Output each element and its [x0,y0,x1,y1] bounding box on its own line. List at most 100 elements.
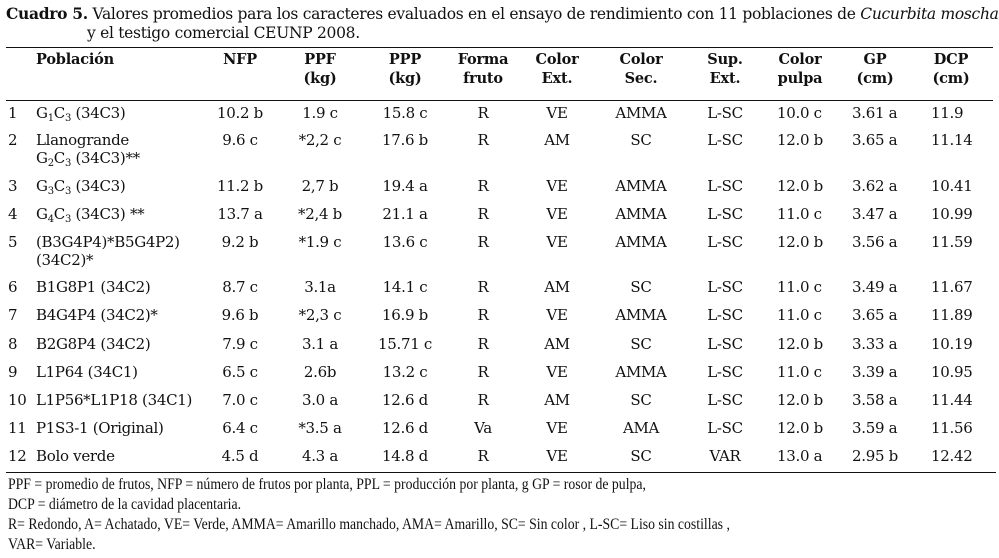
cell-ppf: 2.6b [303,363,337,381]
cell-gp: 3.33 a [852,335,898,353]
cell-sup: L-SC [707,391,743,409]
cell-cext: VE [546,205,568,223]
cell-dcp: 10.41 [931,177,973,195]
name-segment: G [36,104,48,122]
header-line-2: (kg) [388,70,422,87]
name-segment: 3 [64,186,71,197]
cell-dcp: 10.99 [931,205,973,223]
header-line-2: (kg) [303,70,337,87]
population-name-line-2: (34C2)* [36,251,94,269]
header-gp: GP (cm) [856,50,893,88]
caption-text: Valores promedios para los caracteres ev… [92,5,861,23]
name-segment: 1 [47,113,54,124]
cell-forma: R [477,391,489,409]
cell-sup: L-SC [707,177,743,195]
header-line-1: Color [778,51,822,68]
name-segment: (34C3) ** [71,205,145,223]
cell-ppp: 19.4 a [382,177,428,195]
cell-ppp: 17.6 b [382,131,428,149]
caption-species: Cucurbita moschata [860,5,999,23]
cell-forma: R [477,363,489,381]
cell-csec: SC [630,335,652,353]
cell-forma: R [477,306,489,324]
header-ppp: PPP (kg) [388,50,421,88]
cell-nfp: 7.9 c [222,335,258,353]
header-line-2: Ext. [541,70,573,87]
name-segment: (B3G4P4)*B5G4P2) [36,233,180,251]
population-name: Llanogrande [36,131,129,149]
population-name: Bolo verde [36,447,115,465]
cell-nfp: 8.7 c [222,278,258,296]
population-name: L1P64 (34C1) [36,363,138,381]
cell-pulpa: 13.0 a [777,447,823,465]
cell-forma: R [477,233,489,251]
cell-forma: R [477,177,489,195]
header-line-2: pulpa [777,70,823,87]
cell-dcp: 12.42 [931,447,973,465]
row-number: 7 [8,306,18,324]
cell-pulpa: 12.0 b [777,335,823,353]
cell-ppp: 13.6 c [382,233,428,251]
row-number: 11 [8,419,27,437]
header-line-2: (cm) [856,70,894,87]
cell-csec: AMMA [615,233,667,251]
cell-sup: L-SC [707,233,743,251]
cell-ppf: *2,4 b [298,205,342,223]
header-line-1: Población [36,51,114,68]
cell-dcp: 11.56 [931,419,973,437]
header-line-2: (cm) [932,70,970,87]
cell-ppf: 1.9 c [302,104,338,122]
cell-ppf: *2,2 c [298,131,342,149]
cell-dcp: 10.95 [931,363,973,381]
cell-cext: VE [546,233,568,251]
name-segment: L1P64 (34C1) [36,363,138,381]
header-poblacion: Población [36,50,114,69]
cell-sup: L-SC [707,104,743,122]
cell-dcp: 11.59 [931,233,973,251]
cell-csec: AMA [622,419,660,437]
name-segment: (34C3)** [71,149,140,167]
name-segment: P1S3-1 (Original) [36,419,164,437]
cell-csec: AMMA [615,205,667,223]
cell-pulpa: 11.0 c [777,363,822,381]
row-number: 8 [8,335,18,353]
cell-pulpa: 11.0 c [777,278,822,296]
name-segment: C [53,177,65,195]
cell-ppp: 16.9 b [382,306,428,324]
cell-dcp: 11.44 [931,391,973,409]
population-name: G1C3 (34C3) [36,104,126,124]
cell-gp: 3.58 a [852,391,898,409]
cell-csec: SC [630,131,652,149]
population-name: G3C3 (34C3) [36,177,126,197]
population-name-line-2: G2C3 (34C3)** [36,149,140,169]
cell-sup: L-SC [707,306,743,324]
header-line-2: fruto [463,70,503,87]
row-number: 5 [8,233,18,251]
cell-ppp: 13.2 c [382,363,428,381]
cell-nfp: 9.6 c [222,131,258,149]
cell-dcp: 11.14 [931,131,973,149]
population-name: B1G8P1 (34C2) [36,278,151,296]
header-line-1: Color [535,51,579,68]
cell-ppp: 14.1 c [382,278,428,296]
cell-nfp: 4.5 d [221,447,259,465]
cell-ppp: 12.6 d [382,391,428,409]
cell-sup: L-SC [707,131,743,149]
cell-pulpa: 12.0 b [777,391,823,409]
name-segment: G [36,205,48,223]
cell-csec: AMMA [615,306,667,324]
cell-dcp: 11.9 [931,104,964,122]
cell-nfp: 9.2 b [221,233,259,251]
cell-csec: SC [630,278,652,296]
name-segment: Bolo verde [36,447,115,465]
header-line-2: Sec. [624,70,658,87]
cell-ppf: 3.1a [304,278,336,296]
header-line-1: NFP [223,51,257,68]
cell-sup: L-SC [707,363,743,381]
population-name: P1S3-1 (Original) [36,419,164,437]
cell-sup: L-SC [707,278,743,296]
row-number: 10 [8,391,27,409]
name-segment: B4G4P4 (34C2)* [36,306,158,324]
cell-nfp: 9.6 b [221,306,259,324]
cell-pulpa: 11.0 c [777,205,822,223]
